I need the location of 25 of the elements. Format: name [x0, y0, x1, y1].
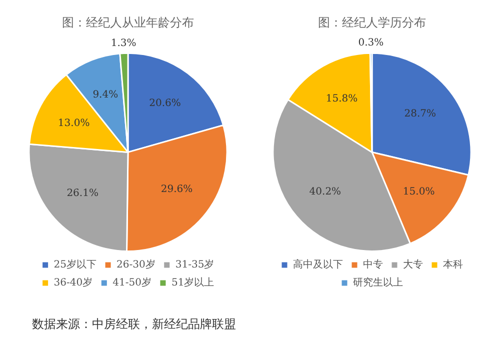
- data-label: 28.7%: [404, 108, 436, 120]
- data-label: 26.1%: [66, 188, 98, 200]
- data-label: 15.0%: [402, 186, 435, 198]
- legend-label: 26-30岁: [116, 258, 156, 271]
- source-note: 数据来源：中房经联，新经纪品牌联盟: [32, 316, 237, 333]
- legend-label: 41-50岁: [112, 276, 152, 289]
- legend-label: 36-40岁: [54, 276, 93, 289]
- data-label: 29.6%: [160, 184, 193, 196]
- data-label: 1.3%: [110, 38, 136, 49]
- data-label: 9.4%: [92, 90, 118, 101]
- chart-title: 图：经纪人从业年龄分布: [62, 15, 194, 30]
- legend-label: 25岁以下: [54, 258, 97, 271]
- chart-title: 图：经纪人学历分布: [318, 15, 426, 30]
- data-label: 0.3%: [358, 38, 384, 49]
- data-label: 20.6%: [149, 98, 181, 109]
- legend-label: 本科: [443, 258, 463, 271]
- legend-label: 大专: [403, 258, 423, 271]
- legend-label: 研究生以上: [353, 276, 403, 289]
- legend-label: 31-35岁: [175, 258, 214, 271]
- legend-label: 51岁以上: [171, 276, 214, 289]
- data-label: 15.8%: [326, 93, 358, 104]
- legend-label: 高中及以下: [293, 258, 343, 271]
- data-label: 40.2%: [309, 186, 342, 198]
- data-label: 13.0%: [58, 118, 90, 129]
- legend-label: 中专: [363, 258, 383, 271]
